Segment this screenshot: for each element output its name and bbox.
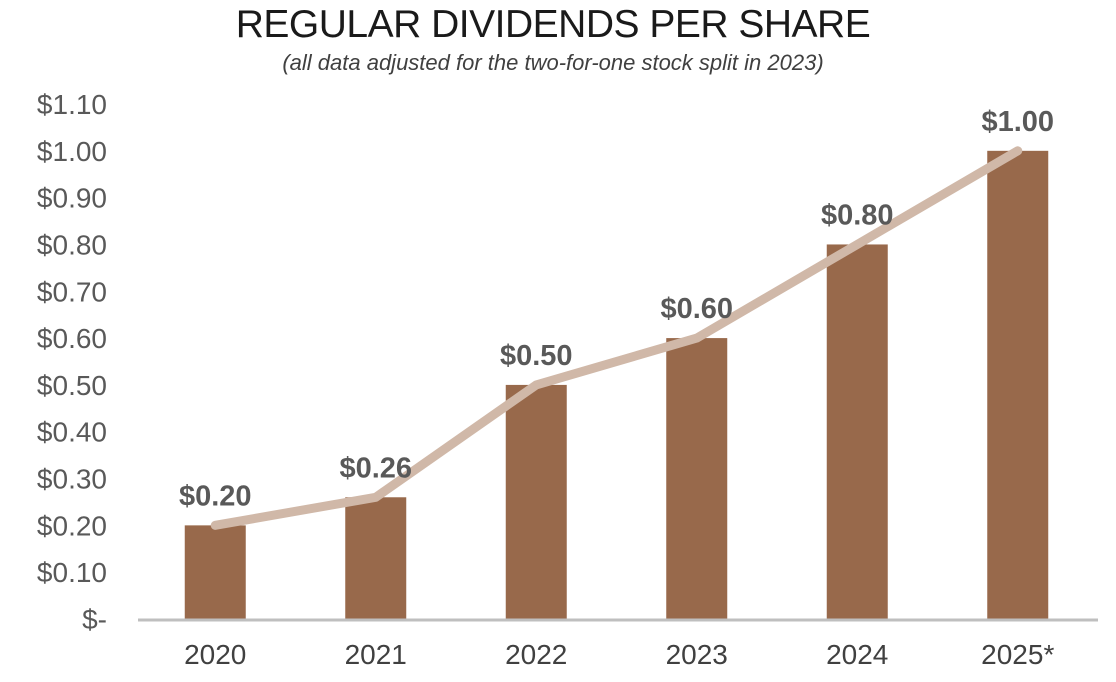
bar-2025 — [987, 150, 1049, 619]
y-tick-label: $1.10 — [37, 89, 107, 120]
y-tick-label: $0.90 — [37, 183, 107, 214]
x-tick-label: 2023 — [666, 639, 728, 670]
x-axis: 2020 2021 2022 2023 2024 2025* — [138, 618, 1098, 670]
bars — [184, 150, 1049, 620]
x-tick-label: 2025* — [981, 639, 1054, 670]
trend-line-group — [210, 146, 1023, 530]
y-tick-label: $0.20 — [37, 510, 107, 541]
trend-line — [210, 146, 1023, 530]
data-label: $0.50 — [500, 340, 573, 372]
data-label: $0.60 — [660, 293, 733, 325]
y-tick-label: $- — [82, 604, 107, 635]
data-label: $0.20 — [179, 480, 252, 512]
y-tick-label: $0.80 — [37, 229, 107, 260]
y-tick-label: $0.30 — [37, 464, 107, 495]
bar-2021 — [345, 497, 407, 619]
y-tick-label: $0.50 — [37, 370, 107, 401]
data-labels: $0.20 $0.26 $0.50 $0.60 $0.80 $1.00 — [179, 106, 1054, 513]
x-tick-label: 2024 — [826, 639, 888, 670]
x-tick-label: 2020 — [184, 639, 246, 670]
y-tick-label: $0.70 — [37, 276, 107, 307]
bar-2022 — [505, 384, 567, 619]
chart-title: REGULAR DIVIDENDS PER SHARE — [236, 3, 870, 46]
data-label: $0.26 — [339, 452, 412, 484]
y-tick-label: $0.10 — [37, 557, 107, 588]
y-tick-label: $0.60 — [37, 323, 107, 354]
y-axis: $- $0.10 $0.20 $0.30 $0.40 $0.50 $0.60 $0.70 $0.… — [37, 89, 107, 635]
y-tick-label: $1.00 — [37, 136, 107, 167]
bar-2023 — [666, 338, 728, 619]
bar-2020 — [184, 525, 246, 619]
x-tick-label: 2022 — [505, 639, 567, 670]
data-label: $0.80 — [821, 199, 894, 231]
x-tick-label: 2021 — [345, 639, 407, 670]
y-tick-label: $0.40 — [37, 417, 107, 448]
chart-subtitle: (all data adjusted for the two-for-one s… — [282, 50, 823, 75]
bar-2024 — [826, 244, 888, 620]
data-label: $1.00 — [981, 106, 1054, 138]
